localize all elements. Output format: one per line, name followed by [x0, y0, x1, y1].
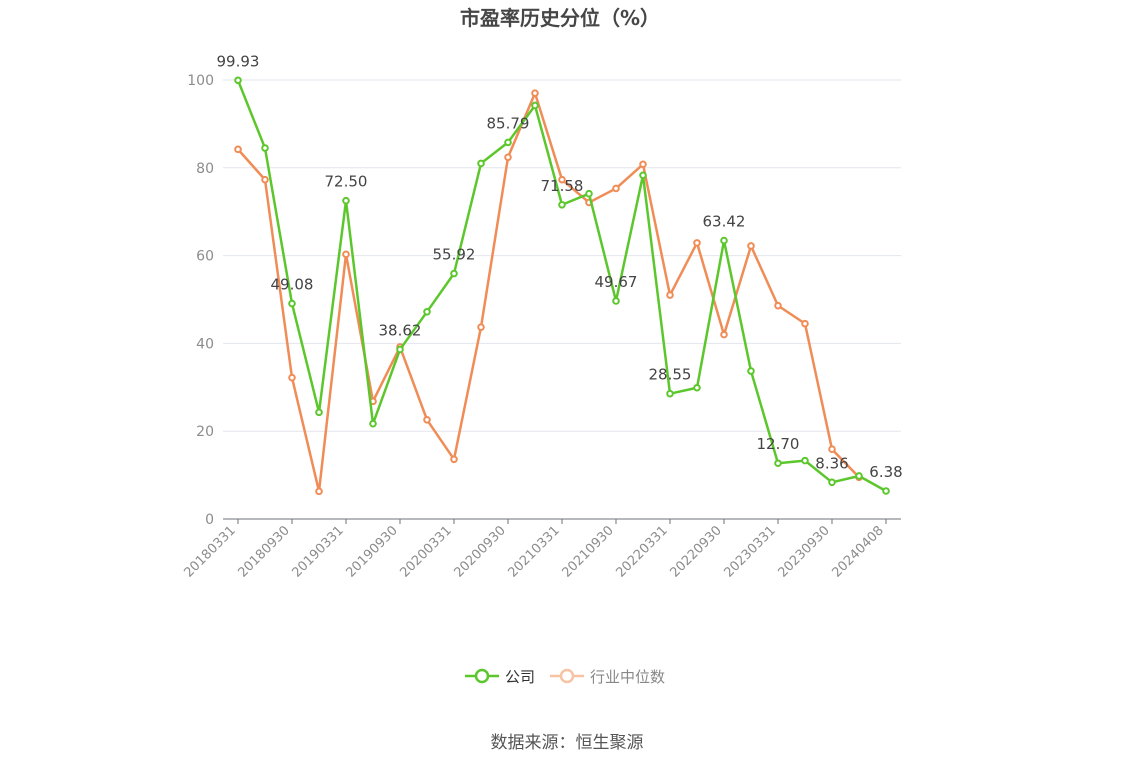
data-point — [774, 459, 782, 468]
data-point — [342, 250, 350, 259]
data-labels: 99.93 49.08 72.50 38.62 55.92 85.79 71.58 49.67… — [217, 52, 903, 481]
data-point — [531, 101, 539, 110]
data-point — [774, 301, 782, 310]
x-tick-label: 20200331 — [397, 523, 454, 580]
data-point — [477, 323, 485, 331]
data-point — [720, 236, 728, 245]
series-layer — [234, 76, 890, 496]
x-tick-label: 20220331 — [613, 523, 670, 580]
data-point — [234, 145, 242, 154]
data-point — [396, 345, 404, 354]
y-tick-label: 0 — [205, 512, 214, 528]
data-label: 85.79 — [487, 114, 530, 132]
data-point — [315, 408, 323, 417]
x-tick-label: 20190930 — [343, 523, 400, 580]
data-point — [477, 159, 485, 168]
data-point — [882, 487, 890, 495]
x-tick-label: 20220930 — [667, 523, 724, 580]
data-label: 99.93 — [217, 52, 260, 70]
legend[interactable]: 公司 行业中位数 — [465, 668, 665, 686]
data-label: 71.58 — [541, 177, 584, 195]
series-line-1 — [237, 91, 860, 493]
data-point — [423, 415, 431, 424]
data-point — [639, 171, 647, 180]
data-point — [801, 456, 809, 465]
data-point — [369, 419, 377, 428]
data-point — [801, 319, 809, 328]
data-label: 55.92 — [433, 246, 476, 264]
legend-marker — [559, 668, 575, 684]
data-source: 数据来源：恒生聚源 — [491, 733, 644, 753]
data-label: 49.67 — [595, 273, 638, 291]
data-point — [747, 367, 755, 375]
data-point — [558, 200, 566, 209]
data-point — [666, 389, 674, 398]
data-point — [261, 175, 269, 184]
data-point — [342, 196, 350, 205]
data-point — [423, 307, 431, 316]
x-tick-label: 20240408 — [829, 523, 886, 580]
y-tick-label: 20 — [196, 424, 214, 440]
data-point — [450, 269, 458, 278]
legend-item-1[interactable]: 行业中位数 — [550, 668, 665, 686]
data-label: 38.62 — [379, 321, 422, 339]
data-point — [828, 478, 836, 487]
x-tick-label: 20210331 — [505, 523, 562, 580]
x-axis: 2018033120180930201903312019093020200331… — [181, 518, 901, 581]
y-tick-label: 40 — [196, 336, 214, 352]
x-tick-label: 20210930 — [559, 523, 616, 580]
data-point — [585, 189, 593, 198]
data-label: 49.08 — [271, 276, 314, 294]
data-label: 63.42 — [703, 213, 746, 231]
data-point — [693, 383, 701, 392]
data-label: 8.36 — [815, 454, 848, 472]
data-label: 28.55 — [649, 366, 692, 384]
chart-title: 市盈率历史分位（%） — [460, 6, 660, 30]
x-tick-label: 20190331 — [289, 523, 346, 580]
data-point — [504, 153, 512, 162]
legend-item-0[interactable]: 公司 — [465, 668, 535, 686]
data-point — [666, 291, 674, 299]
data-point — [612, 297, 620, 305]
legend-label: 公司 — [505, 668, 535, 686]
data-point — [315, 487, 323, 496]
y-tick-label: 100 — [187, 73, 214, 89]
data-point — [639, 160, 647, 169]
legend-marker — [474, 668, 490, 684]
data-point — [531, 89, 539, 97]
data-point — [693, 239, 701, 247]
data-point — [234, 76, 242, 85]
data-label: 72.50 — [325, 173, 368, 191]
data-point — [288, 373, 296, 382]
x-tick-label: 20180930 — [235, 523, 292, 580]
data-point — [612, 184, 620, 193]
data-point — [720, 330, 728, 339]
data-point — [504, 138, 512, 147]
data-point — [747, 242, 755, 250]
legend-label: 行业中位数 — [590, 668, 665, 686]
x-tick-label: 20200930 — [451, 523, 508, 580]
data-label: 6.38 — [869, 463, 902, 481]
data-point — [261, 144, 269, 152]
x-tick-label: 20180331 — [181, 523, 238, 580]
y-tick-label: 80 — [196, 161, 214, 177]
data-label: 12.70 — [757, 435, 800, 453]
y-tick-label: 60 — [196, 249, 214, 265]
x-tick-label: 20230331 — [721, 523, 778, 580]
data-point — [855, 472, 863, 480]
x-tick-label: 20230930 — [775, 523, 832, 580]
data-point — [828, 445, 836, 453]
grid-lines — [223, 79, 901, 432]
y-axis: 0 20 40 60 80 100 — [187, 73, 214, 528]
data-point — [558, 175, 566, 184]
data-point — [288, 299, 296, 308]
series-line-0 — [236, 79, 887, 493]
data-point — [450, 455, 458, 464]
